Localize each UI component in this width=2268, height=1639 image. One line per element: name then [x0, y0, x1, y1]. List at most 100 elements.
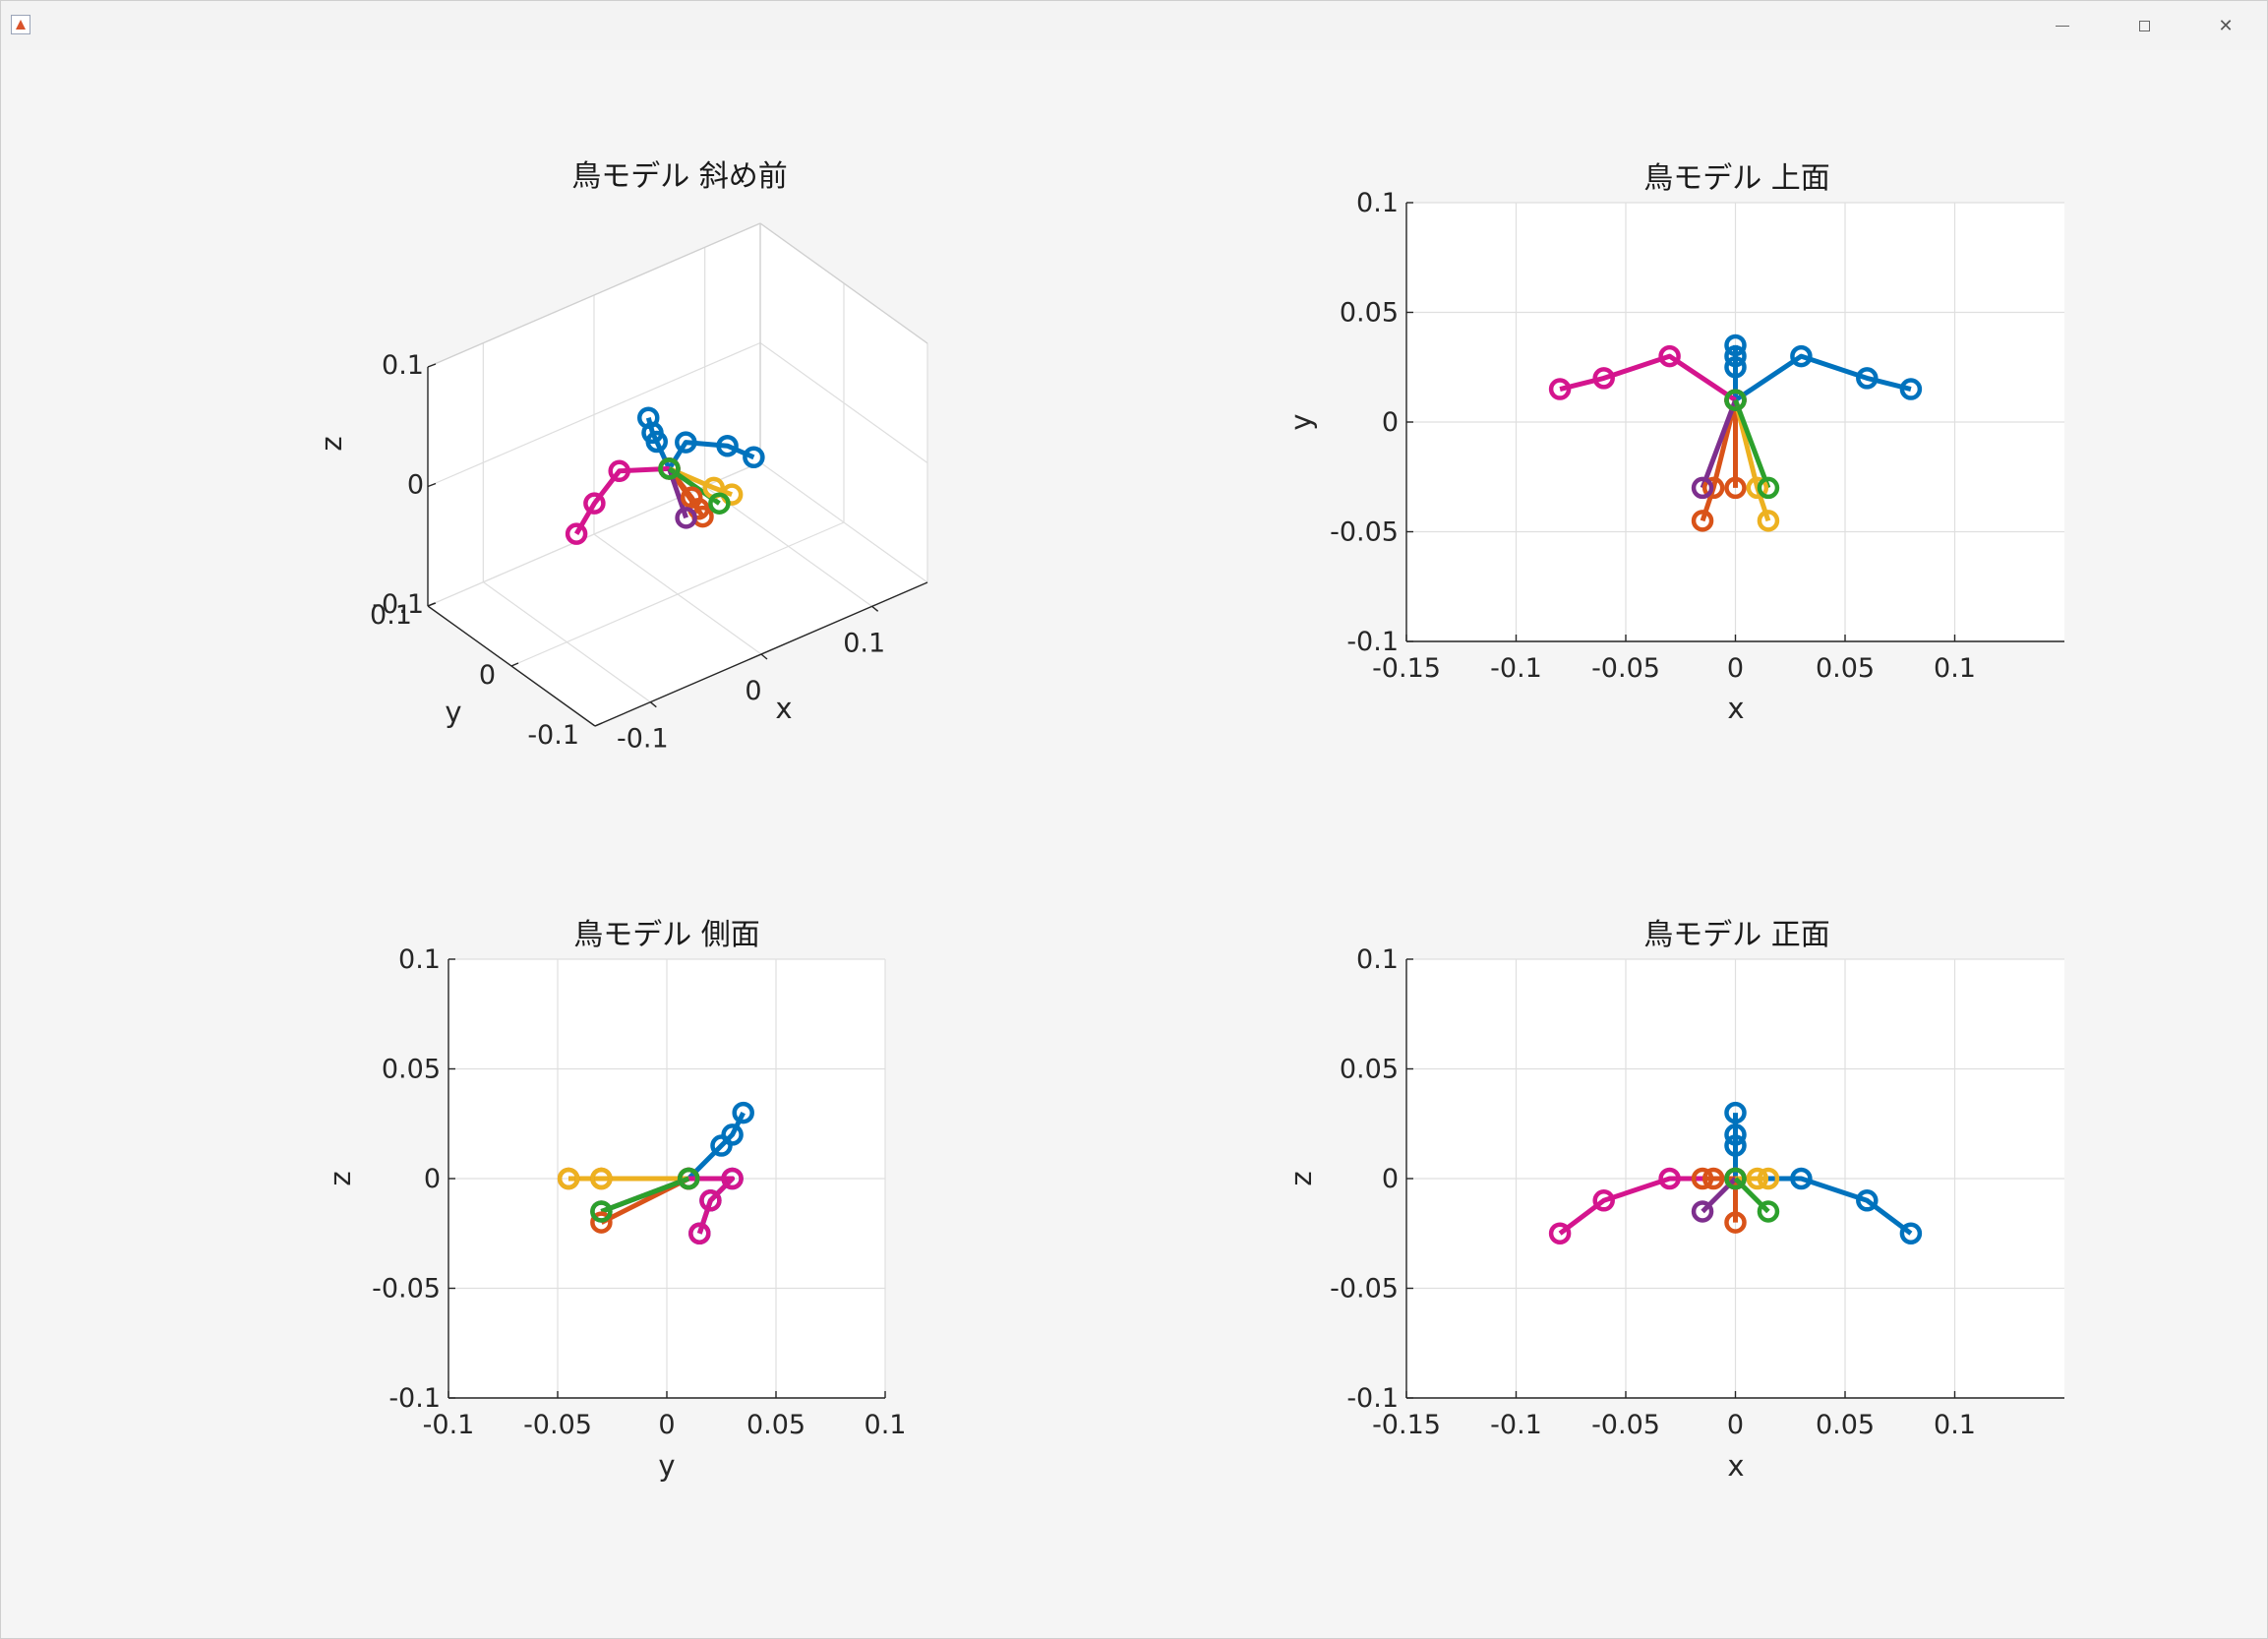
axes-top-series-line-blue [1734, 353, 1912, 402]
axes-top[interactable]: 鳥モデル 上面 -0.15 -0.1 -0.05 0 0.05 0.1-0.1-0.050… [1284, 161, 2064, 725]
axes-side-point-marker [699, 1189, 722, 1212]
axes-top-x-tick-label: -0.05 [1591, 653, 1660, 684]
axes-oblique-z-tick-mark [427, 363, 437, 368]
axes-front-point-marker [1701, 1167, 1725, 1190]
axes-side-y-tick-label: -0.05 [372, 1274, 441, 1305]
axes-top-title: 鳥モデル 上面 [1643, 161, 1830, 196]
axes-top-point-marker [1724, 344, 1747, 368]
axes-oblique-y-tick-label: 0.1 [370, 600, 412, 631]
axes-side-xlabel: y [658, 1449, 675, 1483]
axes-front-point-marker [1592, 1189, 1615, 1212]
axes-front-x-tick-label: -0.05 [1591, 1410, 1660, 1440]
axes-front-x-tick-label: 0.05 [1816, 1410, 1875, 1440]
axes-oblique-x-tick-mark [871, 605, 879, 612]
axes-top-x-tick-label: 0.05 [1816, 653, 1875, 684]
axes-top-point-marker [1724, 389, 1747, 411]
close-button[interactable]: ✕ [2202, 9, 2249, 42]
axes-oblique-z-tick-label: 0.1 [382, 350, 424, 381]
title-bar: ✕ [1, 1, 2267, 50]
axes-side-x-tick-label: 0.05 [746, 1410, 806, 1440]
axes-front-point-marker [1691, 1200, 1714, 1223]
axes-oblique-point-marker [716, 435, 739, 457]
axes-side-point-marker [557, 1167, 580, 1190]
axes-oblique[interactable]: 鳥モデル 斜め前 -0.100.1-0.100.1-0.100.1 x y z [315, 159, 928, 755]
axes-oblique-x-tick-label: -0.1 [617, 724, 669, 755]
axes-side-point-marker [721, 1167, 744, 1190]
axes-oblique-y-tick-mark [510, 662, 519, 667]
axes-oblique-x-tick-label: 0.1 [843, 628, 885, 658]
axes-oblique-gridline [510, 521, 845, 667]
axes-top-x-tick-label: 0.1 [1934, 653, 1976, 684]
axes-front-x-tick-label: -0.15 [1372, 1410, 1441, 1440]
axes-oblique-box-edge [759, 222, 928, 344]
axes-side-x-tick-label: 0.1 [865, 1410, 907, 1440]
axes-top-point-marker [1790, 344, 1813, 368]
axes-front-point-marker [1856, 1189, 1879, 1212]
axes-top-x-tick-label: 0 [1727, 653, 1744, 684]
axes-front-y-tick-label: 0.05 [1340, 1055, 1399, 1085]
axes-top-data [1548, 334, 1923, 532]
axes-front-point-marker [1724, 1101, 1747, 1124]
axes-front-point-marker [1724, 1167, 1747, 1190]
axes-side-title: 鳥モデル 側面 [573, 918, 760, 952]
axes-top-x-tick-label: -0.1 [1490, 653, 1542, 684]
axes-oblique-point-marker [608, 459, 630, 483]
axes-top-point-marker [1757, 510, 1780, 532]
axes-side-point-marker [710, 1134, 733, 1157]
axes-top-point-marker [1856, 367, 1879, 390]
axes-front-data [1548, 1101, 1923, 1244]
axes-front-point-marker [1658, 1167, 1681, 1190]
axes-front-x-tick-label: 0.1 [1934, 1410, 1976, 1440]
axes-side-series-line-green [600, 1176, 690, 1214]
axes-front-y-tick-label: -0.05 [1330, 1274, 1399, 1305]
axes-front-point-marker [1899, 1222, 1923, 1244]
axes-top-series-line-purple [1700, 398, 1738, 489]
axes-top-point-marker [1746, 476, 1769, 500]
axes-front[interactable]: 鳥モデル 正面 -0.15 -0.1 -0.05 0 0.05 0.1-0.1-0.050… [1284, 918, 2064, 1483]
axes-side[interactable]: 鳥モデル 側面 -0.1 -0.05 0 0.05 0.1 -0.1 -0.05 0 0.05 0… [324, 918, 906, 1483]
axes-oblique-z-tick-label: -0.1 [372, 589, 424, 620]
axes-top-y-tick-label: -0.1 [1346, 627, 1399, 657]
maximize-button[interactable] [2120, 9, 2168, 42]
axes-side-point-marker [677, 1167, 700, 1190]
axes-oblique-point-marker [675, 507, 697, 529]
axes-top-point-marker [1724, 476, 1747, 500]
axes-oblique-gridline [759, 461, 928, 583]
axes-oblique-z-tick-mark [427, 602, 437, 607]
axes-oblique-point-marker [583, 492, 606, 515]
axes-front-point-marker [1724, 1211, 1747, 1234]
axes-oblique-point-marker [637, 406, 660, 429]
axes-front-point-marker [1790, 1167, 1813, 1190]
axes-oblique-series-line-blue [667, 440, 755, 470]
axes-front-x-tick-label: 0 [1727, 1410, 1744, 1440]
axes-oblique-series-line-magenta [573, 465, 670, 535]
axes-top-x-tick-label: -0.15 [1372, 653, 1441, 684]
axes-front-xlabel: x [1727, 1449, 1744, 1483]
axes-front-point-marker [1724, 1123, 1747, 1146]
axes-oblique-point-marker [675, 431, 697, 454]
axes-oblique-gridline [427, 341, 761, 488]
axes-side-point-marker [732, 1101, 754, 1124]
axes-oblique-point-marker [708, 492, 731, 515]
axes-oblique-x-tick-label: 0 [745, 676, 761, 706]
axes-side-y-tick-label: 0.05 [382, 1055, 441, 1085]
axes-oblique-series-line-yellow [668, 466, 733, 498]
axes-side-y-tick-label: 0.1 [398, 944, 441, 975]
axes-side-y-tick-label: -0.1 [388, 1383, 441, 1414]
axes-side-point-marker [590, 1200, 613, 1223]
axes-top-point-marker [1691, 476, 1714, 500]
axes-oblique-point-marker [743, 446, 765, 469]
figure-canvas: 鳥モデル 斜め前 -0.100.1-0.100.1-0.100.1 x y z … [315, 159, 2064, 1483]
axes-front-y-tick-label: 0.1 [1356, 944, 1399, 975]
axes-front-point-marker [1746, 1167, 1769, 1190]
axes-side-data [557, 1101, 754, 1244]
axes-side-y-tick-label: 0 [424, 1164, 441, 1194]
axes-top-y-tick-label: 0.05 [1340, 298, 1399, 329]
minimize-button[interactable] [2039, 9, 2086, 42]
axes-side-x-tick-label: 0 [658, 1410, 675, 1440]
matlab-icon [11, 15, 30, 34]
axes-side-point-marker [688, 1222, 711, 1244]
axes-front-point-marker [1757, 1167, 1780, 1190]
axes-front-point-marker [1691, 1167, 1714, 1190]
